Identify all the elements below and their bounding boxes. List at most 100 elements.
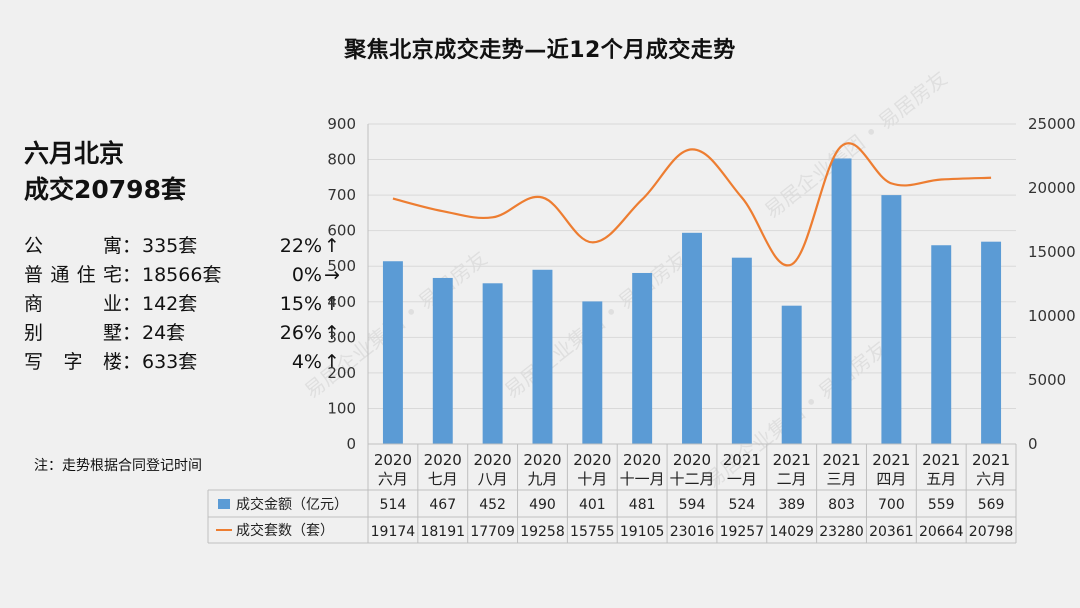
y-left-tick-label: 0	[346, 435, 356, 453]
data-label: 490	[529, 497, 556, 513]
y-right-tick-label: 20000	[1028, 179, 1076, 197]
x-tick-label: 2021	[922, 451, 960, 469]
bar	[831, 158, 852, 444]
bar	[682, 232, 702, 444]
stat-label: 写字楼	[24, 351, 122, 373]
stat-colon: ：	[122, 264, 142, 286]
stat-count: 18566套	[142, 264, 222, 286]
bar	[632, 272, 653, 444]
x-tick-label: 2020	[474, 451, 512, 469]
bar	[981, 241, 1002, 444]
bar	[432, 277, 453, 444]
stat-colon: ：	[122, 322, 142, 344]
stat-label: 普通住宅	[24, 264, 122, 286]
data-label: 389	[778, 497, 805, 513]
x-tick-label: 2021	[972, 451, 1010, 469]
data-label: 569	[978, 497, 1005, 513]
bar	[931, 245, 952, 444]
bar	[532, 269, 553, 444]
x-tick-label: 四月	[876, 470, 906, 488]
data-label: 20664	[919, 524, 964, 540]
data-label: 14029	[769, 524, 814, 540]
data-label: 19258	[520, 524, 565, 540]
data-label: 467	[429, 497, 456, 513]
x-tick-label: 2021	[723, 451, 761, 469]
data-label: 401	[579, 497, 606, 513]
legend-label: 成交套数（套）	[236, 522, 334, 539]
x-tick-label: 2020	[673, 451, 711, 469]
x-tick-label: 六月	[976, 470, 1006, 488]
x-tick-label: 五月	[926, 470, 956, 488]
x-tick-label: 七月	[428, 470, 458, 488]
x-tick-label: 2021	[822, 451, 860, 469]
bar	[731, 257, 752, 444]
x-tick-label: 2020	[523, 451, 561, 469]
y-left-tick-label: 100	[327, 399, 356, 417]
x-tick-label: 2020	[623, 451, 661, 469]
x-tick-label: 2021	[773, 451, 811, 469]
bar	[382, 261, 403, 444]
y-left-tick-label: 300	[327, 328, 356, 346]
page-title: 聚焦北京成交走势—近12个月成交走势	[344, 38, 736, 63]
stat-count: 335套	[142, 235, 198, 257]
headline-line-1: 六月北京	[24, 139, 125, 168]
data-label: 559	[928, 497, 955, 513]
series-line	[392, 142, 992, 267]
y-right-tick-label: 10000	[1028, 307, 1076, 325]
legend-label: 成交金额（亿元）	[236, 496, 348, 513]
stat-count: 142套	[142, 293, 198, 315]
trend-arrow-icon: ↑	[324, 322, 340, 344]
x-tick-label: 十二月	[669, 470, 714, 488]
y-right-tick-label: 15000	[1028, 243, 1076, 261]
data-label: 20798	[969, 524, 1014, 540]
y-right-tick-label: 5000	[1028, 371, 1066, 389]
x-tick-label: 九月	[527, 470, 557, 488]
y-left-tick-label: 400	[327, 293, 356, 311]
stat-label: 公寓	[24, 235, 122, 257]
x-tick-label: 2020	[573, 451, 611, 469]
trend-arrow-icon: ↑	[324, 293, 340, 315]
x-tick-label: 六月	[378, 470, 408, 488]
data-label: 19174	[371, 524, 416, 540]
x-tick-label: 2020	[374, 451, 412, 469]
y-left-tick-label: 200	[327, 364, 356, 382]
y-right-tick-label: 0	[1028, 435, 1038, 453]
y-left-tick-label: 900	[327, 115, 356, 133]
headline-line-2: 成交20798套	[24, 175, 186, 204]
stat-count: 24套	[142, 322, 186, 344]
headline: 六月北京 成交20798套	[24, 136, 186, 208]
stat-colon: ：	[122, 235, 142, 257]
data-label: 20361	[869, 524, 914, 540]
stat-percent: 4%	[291, 351, 322, 373]
stat-count: 633套	[142, 351, 198, 373]
stat-percent: 0%	[291, 264, 322, 286]
x-tick-label: 2020	[424, 451, 462, 469]
footnote: 注：走势根据合同登记时间	[34, 458, 202, 474]
stat-label: 别墅	[24, 322, 122, 344]
y-right-tick-label: 25000	[1028, 115, 1076, 133]
data-label: 19257	[720, 524, 765, 540]
data-label: 452	[479, 497, 506, 513]
x-tick-label: 八月	[478, 470, 508, 488]
bar	[582, 301, 603, 444]
x-tick-label: 2021	[872, 451, 910, 469]
legend-swatch-bar	[218, 499, 230, 509]
data-label: 514	[380, 497, 407, 513]
y-left-tick-label: 600	[327, 222, 356, 240]
data-label: 23016	[670, 524, 715, 540]
stat-percent: 22%	[279, 235, 322, 257]
x-tick-label: 十月	[577, 470, 607, 488]
data-label: 17709	[470, 524, 515, 540]
data-label: 23280	[819, 524, 864, 540]
stat-percent: 15%	[279, 293, 322, 315]
stat-label: 商业	[24, 293, 122, 315]
data-label: 524	[728, 497, 755, 513]
trend-arrow-icon: ↑	[324, 235, 340, 257]
stat-percent: 26%	[279, 322, 322, 344]
stat-colon: ：	[122, 293, 142, 315]
stat-colon: ：	[122, 351, 142, 373]
data-label: 15755	[570, 524, 615, 540]
data-label: 19105	[620, 524, 665, 540]
y-left-tick-label: 700	[327, 186, 356, 204]
